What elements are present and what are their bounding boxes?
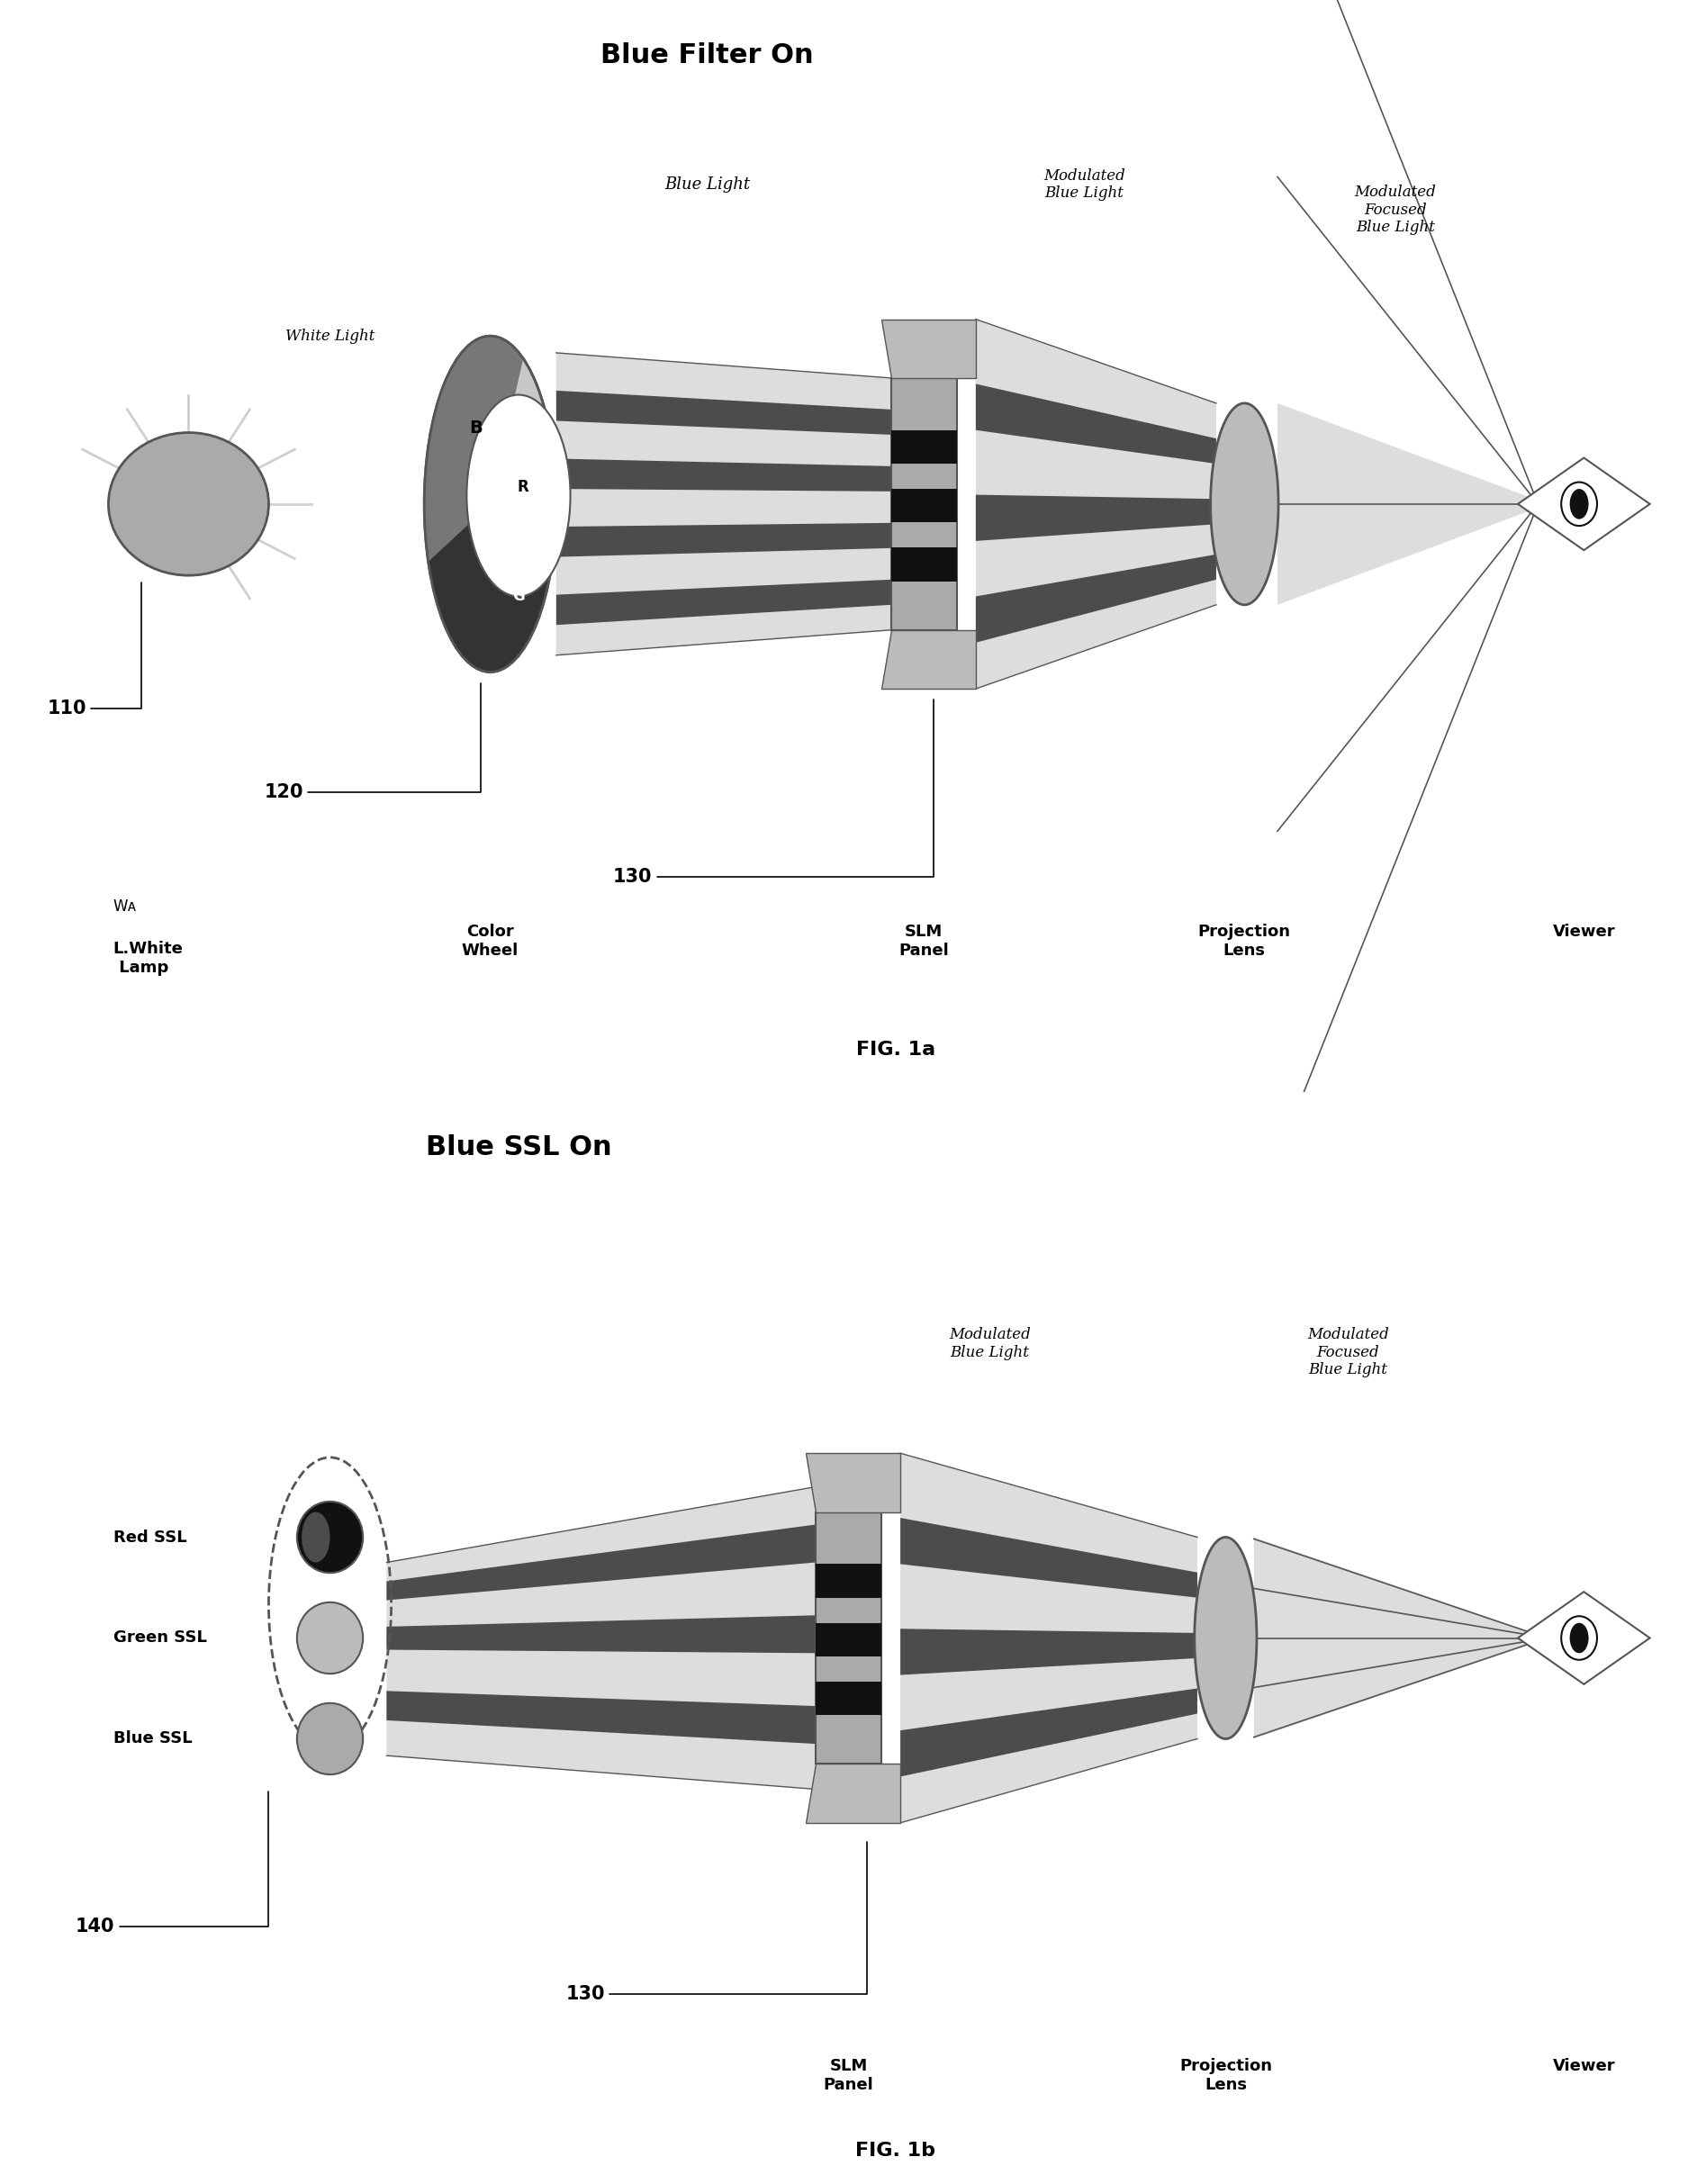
Ellipse shape <box>297 1603 363 1673</box>
Bar <box>891 548 957 581</box>
Polygon shape <box>557 391 891 435</box>
Polygon shape <box>557 579 891 625</box>
Polygon shape <box>557 459 891 491</box>
Ellipse shape <box>467 395 570 596</box>
Text: Blue SSL On: Blue SSL On <box>426 1133 611 1160</box>
Polygon shape <box>976 319 1217 688</box>
Text: Color
Wheel: Color Wheel <box>462 924 519 959</box>
Polygon shape <box>806 1765 901 1824</box>
Ellipse shape <box>424 336 557 673</box>
Text: Blue Light: Blue Light <box>664 177 750 192</box>
Text: L.White
 Lamp: L.White Lamp <box>114 941 183 976</box>
Bar <box>816 1682 881 1714</box>
Text: 130: 130 <box>565 1841 867 2003</box>
Polygon shape <box>1195 1538 1257 1738</box>
Ellipse shape <box>1561 483 1597 526</box>
Polygon shape <box>976 496 1217 542</box>
Ellipse shape <box>1570 1623 1588 1653</box>
Bar <box>816 1623 881 1655</box>
Polygon shape <box>387 1524 816 1601</box>
Text: FIG. 1a: FIG. 1a <box>855 1042 935 1059</box>
Bar <box>891 430 957 463</box>
Text: Modulated
Blue Light: Modulated Blue Light <box>1044 168 1125 201</box>
Polygon shape <box>428 505 557 673</box>
Polygon shape <box>557 522 891 557</box>
Polygon shape <box>387 1690 816 1743</box>
Text: 140: 140 <box>75 1791 268 1935</box>
Polygon shape <box>557 354 891 655</box>
Polygon shape <box>901 1688 1198 1776</box>
Polygon shape <box>891 378 957 629</box>
Text: 120: 120 <box>265 684 480 802</box>
Polygon shape <box>424 336 523 561</box>
Polygon shape <box>387 1616 816 1653</box>
Bar <box>816 1564 881 1599</box>
Polygon shape <box>816 1511 881 1765</box>
Ellipse shape <box>297 1704 363 1773</box>
Text: Modulated
Focused
Blue Light: Modulated Focused Blue Light <box>1307 1328 1390 1378</box>
Text: Blue SSL: Blue SSL <box>114 1730 192 1747</box>
Text: SLM
Panel: SLM Panel <box>899 924 949 959</box>
Text: G: G <box>512 587 524 605</box>
Text: White Light: White Light <box>285 328 375 343</box>
Polygon shape <box>901 1629 1198 1675</box>
Text: Modulated
Focused
Blue Light: Modulated Focused Blue Light <box>1354 186 1436 236</box>
Circle shape <box>109 432 268 574</box>
Text: Wᴀ: Wᴀ <box>114 900 137 915</box>
Text: Blue Filter On: Blue Filter On <box>601 41 813 68</box>
Text: SLM
Panel: SLM Panel <box>823 2057 874 2092</box>
Polygon shape <box>806 1452 901 1511</box>
Text: Red SSL: Red SSL <box>114 1529 187 1546</box>
Text: Projection
Lens: Projection Lens <box>1198 924 1291 959</box>
Text: R: R <box>518 478 529 496</box>
Polygon shape <box>976 384 1217 463</box>
Text: FIG. 1b: FIG. 1b <box>855 2140 935 2160</box>
Polygon shape <box>901 1518 1198 1599</box>
Bar <box>891 489 957 522</box>
Polygon shape <box>976 555 1217 642</box>
Polygon shape <box>1517 459 1649 550</box>
Polygon shape <box>1254 1538 1537 1738</box>
Text: Modulated
Blue Light: Modulated Blue Light <box>949 1328 1030 1361</box>
Ellipse shape <box>302 1511 329 1562</box>
Text: Green SSL: Green SSL <box>114 1629 207 1647</box>
Polygon shape <box>1278 404 1537 605</box>
Polygon shape <box>881 629 976 688</box>
Polygon shape <box>1517 1592 1649 1684</box>
Ellipse shape <box>297 1503 363 1572</box>
Text: Viewer: Viewer <box>1553 924 1616 939</box>
Polygon shape <box>881 319 976 378</box>
Ellipse shape <box>1570 489 1588 520</box>
Polygon shape <box>387 1487 816 1789</box>
Ellipse shape <box>1561 1616 1597 1660</box>
Text: B: B <box>470 419 482 437</box>
Polygon shape <box>1210 404 1278 605</box>
Text: 130: 130 <box>613 699 933 885</box>
Text: 110: 110 <box>48 583 141 719</box>
Text: Projection
Lens: Projection Lens <box>1179 2057 1273 2092</box>
Text: Viewer: Viewer <box>1553 2057 1616 2075</box>
Polygon shape <box>901 1452 1198 1824</box>
